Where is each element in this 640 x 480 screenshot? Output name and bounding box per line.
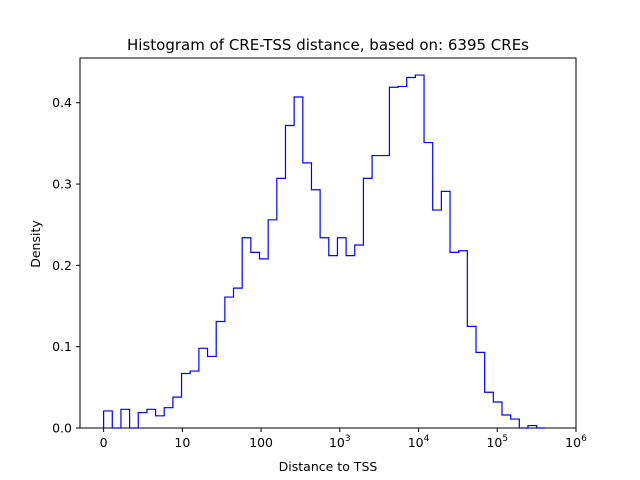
chart-title: Histogram of CRE-TSS distance, based on:…	[127, 36, 529, 54]
y-tick-label: 0.0	[52, 421, 72, 436]
y-tick-label: 0.4	[52, 95, 72, 110]
y-tick-label: 0.3	[52, 177, 72, 192]
x-axis-label: Distance to TSS	[279, 459, 378, 474]
histogram-step-line	[103, 74, 546, 429]
x-tick-label: 0	[100, 435, 108, 450]
x-axis-ticks: 0 10 100 103 104 105 106	[100, 428, 587, 450]
y-tick-label: 0.2	[52, 258, 72, 273]
plot-frame	[79, 57, 577, 429]
x-tick-label: 104	[408, 434, 430, 450]
plot-area	[79, 57, 577, 429]
y-axis-label: Density	[28, 220, 43, 268]
y-axis-ticks: 0.0 0.1 0.2 0.3 0.4	[52, 95, 80, 436]
x-tick-label: 10	[174, 435, 190, 450]
x-tick-label: 100	[249, 435, 273, 450]
x-tick-label: 105	[486, 434, 508, 450]
y-tick-label: 0.1	[52, 339, 72, 354]
x-tick-label: 103	[329, 434, 351, 450]
x-tick-label: 106	[565, 434, 587, 450]
